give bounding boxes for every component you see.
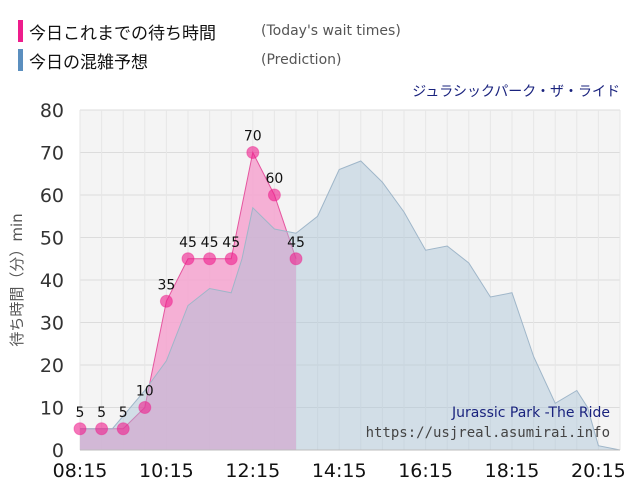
x-tick-label: 20:15 [571,460,626,482]
y-tick-label: 80 [40,100,64,122]
y-tick-label: 0 [52,440,64,462]
x-tick-label: 14:15 [312,460,367,482]
y-tick-label: 60 [40,185,64,207]
today-data-label: 5 [97,405,106,421]
today-data-label: 10 [136,384,154,400]
x-axis-ticks: 08:15 10:15 12:15 14:15 16:15 18:15 20:15 [53,460,626,482]
y-tick-label: 70 [40,143,64,165]
x-tick-label: 12:15 [225,460,280,482]
today-marker [203,252,217,266]
today-data-label: 35 [157,277,175,293]
today-data-label: 45 [201,235,219,251]
legend-label-today: 今日これまでの待ち時間 [29,23,216,44]
today-series-area [80,152,296,450]
y-tick-label: 40 [40,270,64,292]
y-axis-label: 待ち時間（分）min [8,213,26,346]
legend-item-today: 今日これまでの待ち時間 (Today's wait times) [18,19,401,44]
legend-sublabel-prediction: (Prediction) [261,52,342,68]
today-marker [138,401,152,414]
today-marker [246,146,260,159]
legend-label-prediction: 今日の混雑予想 [29,52,148,73]
watermark-url: https://usjreal.asumirai.info [366,425,610,441]
today-marker [95,422,109,436]
today-data-label: 45 [287,235,305,251]
today-marker [289,252,303,266]
prediction-series-area [80,161,620,450]
y-tick-label: 20 [40,355,64,377]
legend-swatch-prediction [18,49,23,71]
legend-sublabel-today: (Today's wait times) [261,23,401,39]
today-marker [181,252,195,266]
y-tick-label: 50 [40,228,64,250]
series-markers [73,146,303,436]
today-data-label: 70 [244,129,262,145]
today-data-label: 60 [265,171,283,187]
x-tick-label: 08:15 [53,460,108,482]
today-data-label: 5 [76,405,85,421]
today-marker [159,294,173,308]
legend-item-prediction: 今日の混雑予想 (Prediction) [18,48,342,73]
today-data-label: 45 [222,235,240,251]
chart-title: ジュラシックパーク・ザ・ライド [412,84,620,100]
y-tick-label: 10 [40,398,64,420]
y-axis-ticks: 0 10 20 30 40 50 60 70 80 [40,100,64,462]
y-tick-label: 30 [40,313,64,335]
today-marker [224,252,238,266]
today-marker [267,188,281,202]
legend-swatch-today [18,20,23,42]
today-data-label: 45 [179,235,197,251]
x-tick-label: 10:15 [139,460,194,482]
x-tick-label: 16:15 [398,460,453,482]
x-tick-label: 18:15 [485,460,540,482]
today-marker [73,422,87,436]
prediction-series-line [80,160,621,451]
today-marker [116,422,130,436]
watermark-name: Jurassic Park -The Ride [451,405,610,421]
today-data-label: 5 [119,405,128,421]
